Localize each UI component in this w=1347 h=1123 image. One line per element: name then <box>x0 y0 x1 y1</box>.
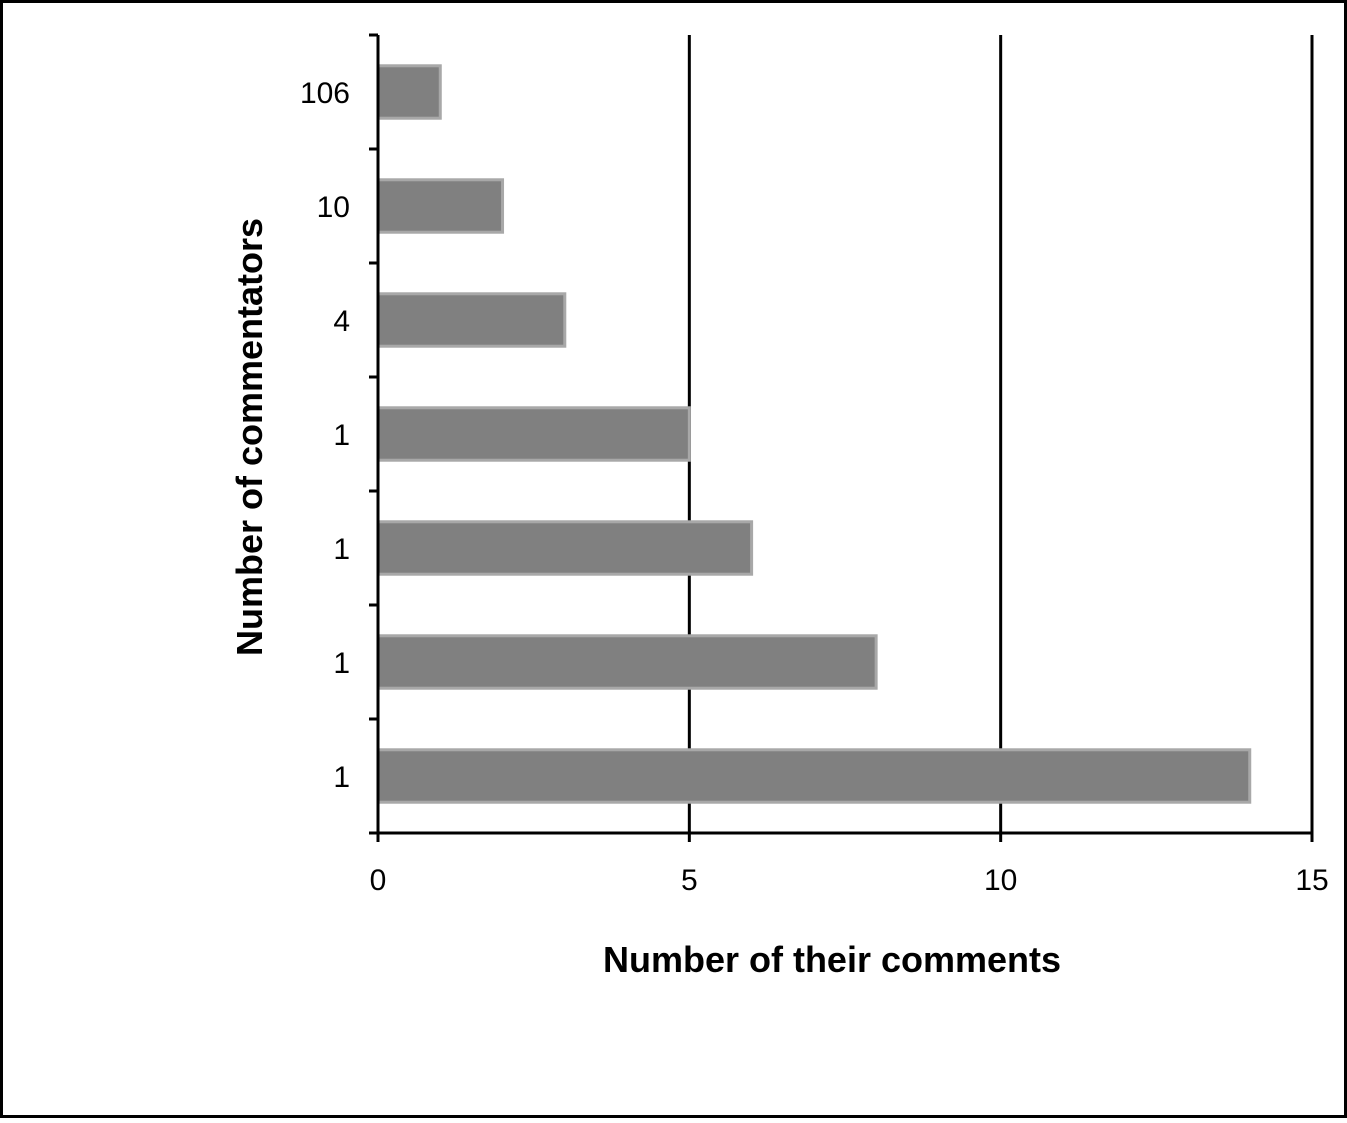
bar-2 <box>376 292 567 348</box>
y-tick-label-3: 1 <box>333 419 350 452</box>
bar-1 <box>376 178 505 234</box>
y-tick-label-2: 4 <box>333 305 350 338</box>
x-tick-label-10: 10 <box>984 864 1017 897</box>
x-tick-label-5: 5 <box>681 864 698 897</box>
y-tick-label-1: 10 <box>317 191 350 224</box>
y-tick-label-6: 1 <box>333 761 350 794</box>
x-tick-label-15: 15 <box>1295 864 1328 897</box>
y-tick-label-4: 1 <box>333 533 350 566</box>
y-axis-title: Number of commentators <box>229 218 270 656</box>
y-tick-label-0: 106 <box>300 77 350 110</box>
bar-5 <box>376 634 878 690</box>
bar-4 <box>376 520 754 576</box>
bar-0 <box>376 64 442 120</box>
bar-3 <box>376 406 691 462</box>
y-tick-label-5: 1 <box>333 647 350 680</box>
axes <box>369 33 1314 842</box>
bars <box>376 64 1252 804</box>
x-axis-title: Number of their comments <box>603 939 1061 980</box>
x-tick-label-0: 0 <box>370 864 387 897</box>
bar-6 <box>376 748 1252 804</box>
